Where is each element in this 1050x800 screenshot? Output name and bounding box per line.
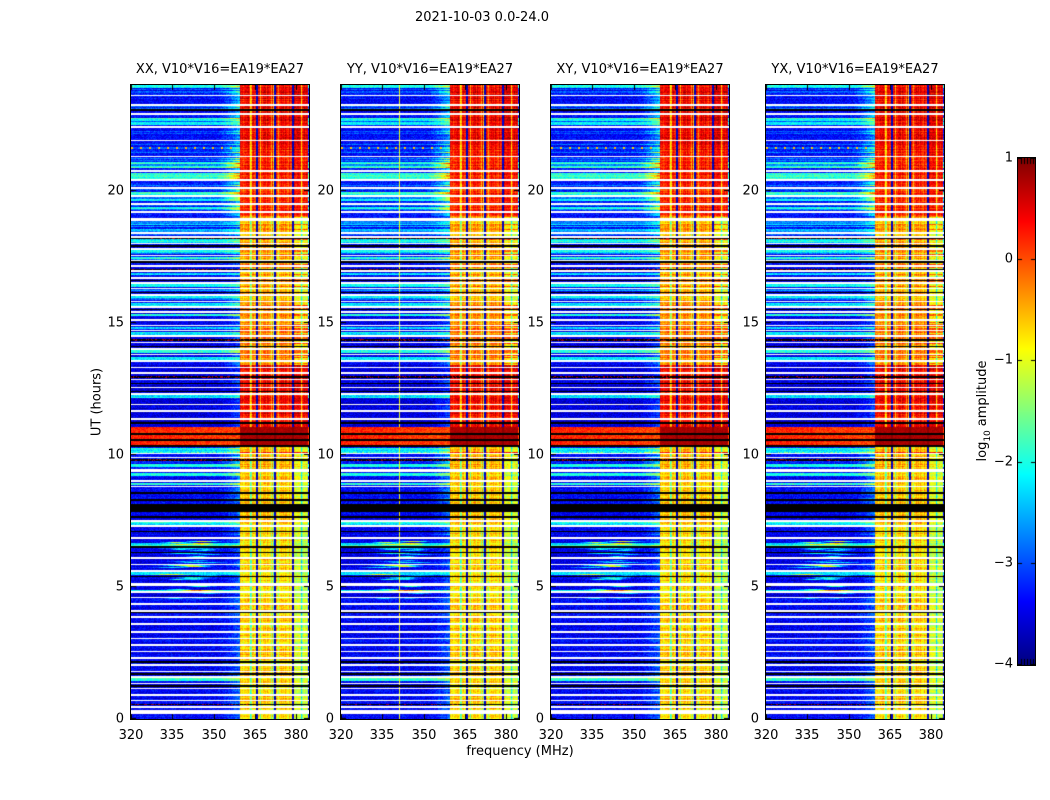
x-tick-label: 320 (118, 728, 144, 743)
colorbar-label: log10amplitude (975, 360, 993, 462)
panel-yy: YY, V10*V16=EA19*EA27 (340, 62, 520, 720)
panel-xy: XY, V10*V16=EA19*EA27 (550, 62, 730, 720)
colorbar-tick-label: 0 (1004, 251, 1013, 267)
x-tick-label: 350 (201, 728, 227, 743)
y-tick-label: 0 (750, 711, 759, 727)
panel-title-xy: XY, V10*V16=EA19*EA27 (556, 62, 724, 77)
x-tick-label: 335 (369, 728, 395, 743)
y-tick-label: 5 (750, 579, 759, 595)
panel-title-xx: XX, V10*V16=EA19*EA27 (135, 62, 305, 77)
colorbar (1017, 157, 1036, 666)
y-tick-label: 5 (325, 579, 334, 595)
y-tick-label: 0 (325, 711, 334, 727)
x-tick-label: 350 (621, 728, 647, 743)
y-tick-label: 0 (535, 711, 544, 727)
spectrogram-canvas-yx (765, 84, 945, 720)
y-tick-label: 15 (107, 315, 124, 331)
x-tick-label: 350 (411, 728, 437, 743)
colorbar-tick-label: −4 (993, 656, 1013, 672)
y-tick-label: 10 (107, 447, 124, 463)
y-tick-label: 10 (742, 447, 759, 463)
y-tick-label: 10 (317, 447, 334, 463)
x-tick-label: 365 (662, 728, 688, 743)
y-tick-label: 15 (317, 315, 334, 331)
figure-title: 2021-10-03 0.0-24.0 (415, 10, 549, 25)
panel-xx: XX, V10*V16=EA19*EA27 (130, 62, 310, 720)
colorbar-tick-label: 1 (1004, 150, 1013, 166)
x-tick-label: 365 (242, 728, 268, 743)
colorbar-tick-label: −1 (993, 352, 1013, 368)
x-tick-label: 380 (703, 728, 729, 743)
x-tick-label: 320 (538, 728, 564, 743)
panel-title-yx: YX, V10*V16=EA19*EA27 (771, 62, 939, 77)
colorbar-tick-label: −2 (993, 454, 1013, 470)
x-tick-label: 365 (877, 728, 903, 743)
x-tick-label: 335 (159, 728, 185, 743)
y-tick-label: 15 (527, 315, 544, 331)
panel-yx: YX, V10*V16=EA19*EA27 (765, 62, 945, 720)
x-tick-label: 320 (753, 728, 779, 743)
y-tick-label: 0 (115, 711, 124, 727)
spectrogram-canvas-yy (340, 84, 520, 720)
spectrogram-canvas-xy (550, 84, 730, 720)
x-tick-label: 380 (493, 728, 519, 743)
y-tick-label: 10 (527, 447, 544, 463)
y-tick-label: 20 (107, 183, 124, 199)
spectrogram-canvas-xx (130, 84, 310, 720)
x-tick-label: 380 (283, 728, 309, 743)
x-axis-label: frequency (MHz) (466, 744, 574, 759)
x-tick-label: 350 (836, 728, 862, 743)
y-axis-label: UT (hours) (89, 367, 105, 437)
x-tick-label: 365 (452, 728, 478, 743)
panel-title-yy: YY, V10*V16=EA19*EA27 (346, 62, 514, 77)
x-tick-label: 320 (328, 728, 354, 743)
y-tick-label: 5 (535, 579, 544, 595)
y-tick-label: 15 (742, 315, 759, 331)
y-tick-label: 20 (527, 183, 544, 199)
x-tick-label: 335 (579, 728, 605, 743)
x-tick-label: 380 (918, 728, 944, 743)
y-tick-label: 20 (317, 183, 334, 199)
y-tick-label: 5 (115, 579, 124, 595)
colorbar-tick-label: −3 (993, 555, 1013, 571)
x-tick-label: 335 (794, 728, 820, 743)
y-tick-label: 20 (742, 183, 759, 199)
